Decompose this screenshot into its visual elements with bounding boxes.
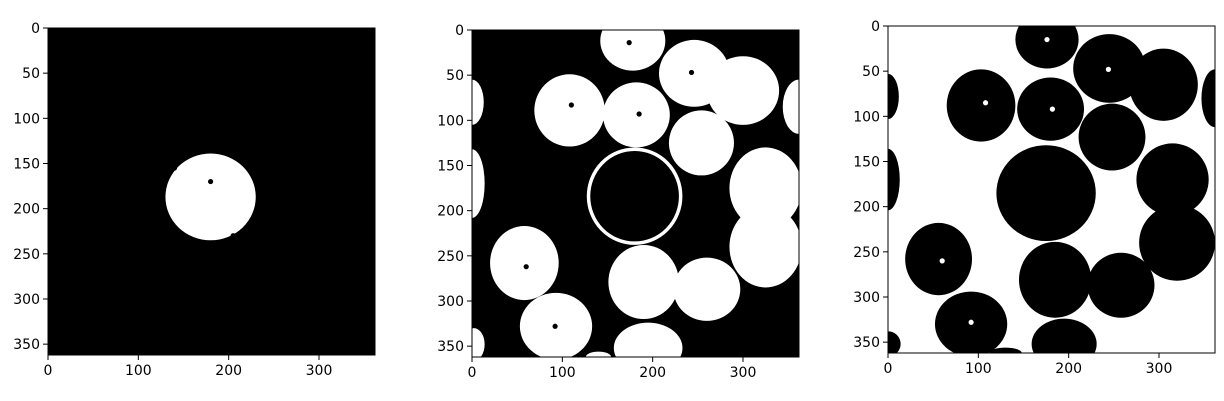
cell-blob bbox=[1136, 143, 1208, 215]
cell-blob bbox=[463, 328, 485, 361]
x-tick-label: 0 bbox=[468, 365, 477, 381]
cell-blob bbox=[490, 226, 559, 300]
x-tick-label: 200 bbox=[1055, 361, 1082, 377]
x-tick-label: 0 bbox=[44, 363, 53, 379]
speck bbox=[231, 233, 236, 238]
cell-blob bbox=[165, 154, 255, 241]
y-tick-label: 150 bbox=[437, 158, 464, 174]
y-tick-label: 300 bbox=[853, 290, 880, 306]
x-tick-label: 300 bbox=[306, 363, 333, 379]
cell-blob bbox=[1079, 104, 1146, 171]
speck bbox=[1044, 37, 1049, 42]
speck bbox=[569, 102, 574, 107]
x-tick-label: 300 bbox=[730, 365, 757, 381]
cell-blob bbox=[707, 56, 779, 125]
y-tick-label: 200 bbox=[853, 200, 880, 216]
cell-blob bbox=[534, 74, 604, 146]
speck bbox=[208, 179, 213, 184]
y-tick-label: 200 bbox=[13, 202, 40, 218]
y-tick-label: 350 bbox=[13, 337, 40, 353]
speck bbox=[1193, 335, 1198, 340]
speck bbox=[940, 258, 945, 263]
y-tick-label: 50 bbox=[862, 64, 880, 80]
y-tick-label: 300 bbox=[437, 294, 464, 310]
speck bbox=[1173, 35, 1178, 40]
x-tick-label: 200 bbox=[639, 365, 666, 381]
cell-blob bbox=[996, 145, 1095, 241]
y-tick-label: 350 bbox=[437, 339, 464, 355]
x-tick-label: 0 bbox=[884, 361, 893, 377]
x-tick-label: 100 bbox=[549, 365, 576, 381]
y-tick-label: 150 bbox=[853, 154, 880, 170]
speck bbox=[172, 165, 177, 170]
y-tick-label: 100 bbox=[853, 109, 880, 125]
y-tick-label: 0 bbox=[455, 23, 464, 39]
speck bbox=[1050, 107, 1055, 112]
cell-blob bbox=[905, 223, 972, 295]
y-tick-label: 200 bbox=[437, 204, 464, 220]
image-content bbox=[165, 154, 255, 241]
y-tick-label: 150 bbox=[13, 156, 40, 172]
speck bbox=[637, 111, 642, 116]
cell-blob bbox=[603, 82, 670, 147]
speck bbox=[969, 320, 974, 325]
speck bbox=[983, 100, 988, 105]
image-panel-1: 0 100 200 300 0 50 100 150 200 250 300 350 bbox=[13, 21, 375, 379]
speck bbox=[627, 40, 632, 45]
y-tick-label: 0 bbox=[31, 21, 40, 37]
x-tick-label: 300 bbox=[1146, 361, 1173, 377]
y-tick-label: 300 bbox=[13, 292, 40, 308]
y-tick-label: 250 bbox=[853, 245, 880, 261]
image-panel-3: 0 100 200 300 0 50 100 150 200 250 300 350 bbox=[853, 11, 1224, 377]
speck bbox=[524, 264, 529, 269]
cell-blob bbox=[1129, 49, 1198, 121]
y-tick-label: 100 bbox=[437, 113, 464, 129]
y-tick-label: 0 bbox=[871, 19, 880, 35]
y-tick-label: 350 bbox=[853, 335, 880, 351]
cell-blob bbox=[600, 11, 665, 71]
cell-blob bbox=[729, 206, 801, 287]
x-tick-label: 100 bbox=[125, 363, 152, 379]
cell-blob bbox=[1139, 205, 1215, 281]
y-tick-label: 50 bbox=[22, 66, 40, 82]
image-panel-2: 0 100 200 300 0 50 100 150 200 250 300 350 bbox=[437, 11, 815, 381]
cell-blob bbox=[669, 110, 734, 175]
speck bbox=[487, 134, 492, 139]
cell-blob bbox=[1088, 253, 1155, 318]
y-tick-label: 50 bbox=[446, 68, 464, 84]
x-tick-label: 200 bbox=[215, 363, 242, 379]
speck bbox=[553, 324, 558, 329]
y-tick-label: 250 bbox=[437, 249, 464, 265]
speck bbox=[903, 130, 908, 135]
y-tick-label: 100 bbox=[13, 111, 40, 127]
cell-blob bbox=[673, 258, 740, 321]
speck bbox=[1106, 67, 1111, 72]
x-tick-label: 100 bbox=[965, 361, 992, 377]
speck bbox=[689, 70, 694, 75]
cell-blob bbox=[1019, 242, 1091, 318]
cell-blob bbox=[947, 69, 1016, 141]
y-tick-label: 250 bbox=[13, 247, 40, 263]
cell-blob bbox=[608, 245, 678, 319]
